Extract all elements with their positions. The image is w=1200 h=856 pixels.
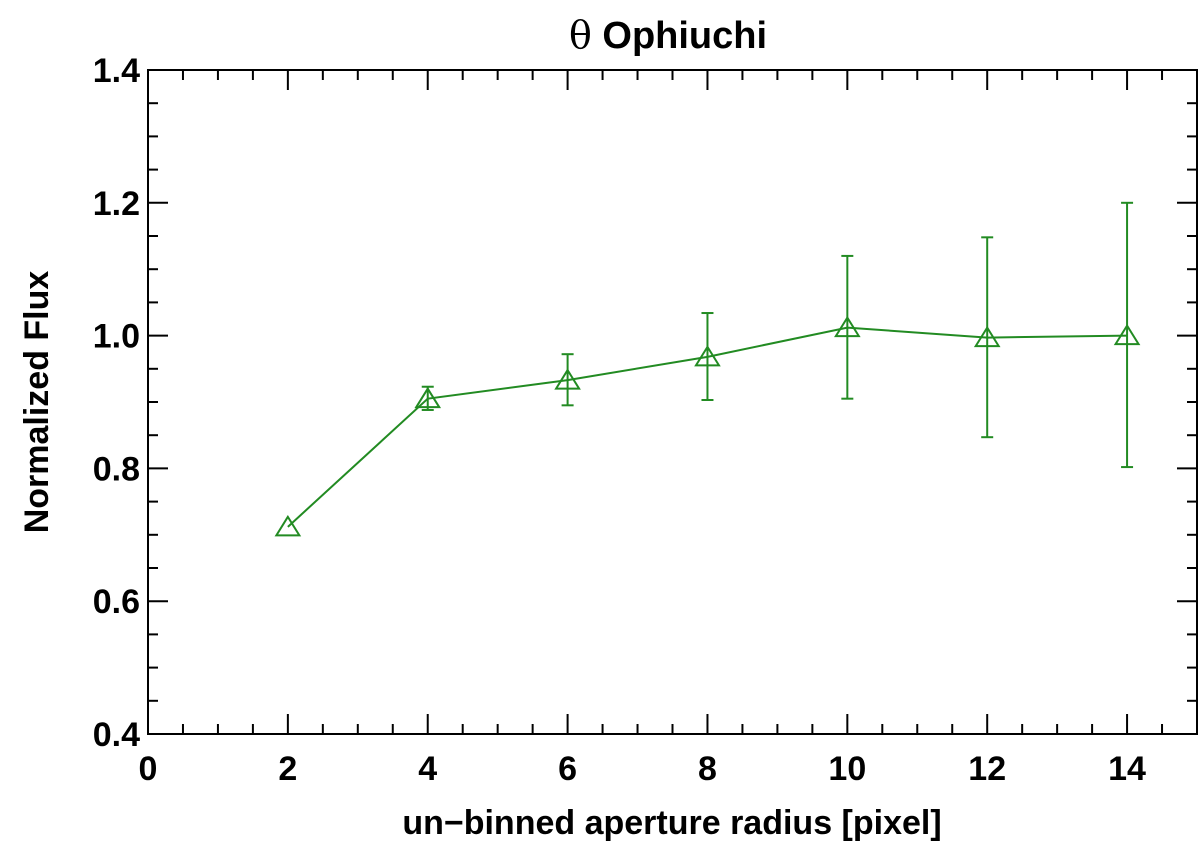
- chart-title: θ Ophiuchi: [569, 13, 767, 57]
- x-tick-label: 10: [828, 750, 866, 788]
- y-tick-label: 1.2: [93, 185, 140, 223]
- plot-frame: [147, 69, 1198, 735]
- chart-title-text: Ophiuchi: [602, 15, 767, 57]
- y-axis-label: Normalized Flux: [18, 271, 56, 534]
- x-tick-label: 12: [968, 750, 1006, 788]
- data-point-triangle: [1113, 323, 1141, 346]
- data-point-triangle: [973, 325, 1001, 348]
- y-tick-label: 0.4: [93, 716, 140, 754]
- x-tick-label: 6: [558, 750, 577, 788]
- data-point-triangle: [694, 344, 721, 367]
- x-axis-label: un−binned aperture radius [pixel]: [402, 804, 941, 842]
- x-tick-label: 4: [418, 750, 437, 788]
- data-point-triangle: [274, 514, 302, 537]
- y-tick-label: 0.6: [93, 583, 140, 621]
- x-tick-label: 2: [278, 750, 297, 788]
- data-point-triangle: [554, 368, 581, 390]
- chart-title-symbol: θ: [569, 13, 592, 57]
- data-point-triangle: [834, 315, 861, 338]
- data-series-layer: [274, 201, 1141, 537]
- axis-ticks: [147, 69, 1198, 735]
- x-tick-label: 8: [698, 750, 717, 788]
- x-tick-label: 14: [1108, 750, 1146, 788]
- data-point-triangle: [414, 386, 442, 409]
- y-tick-label: 0.8: [93, 450, 140, 488]
- x-tick-label: 0: [139, 750, 158, 788]
- axis-tick-labels: 0 2 4 6 8 10 12 14 0.4 0.6 0.8 1.0 1.2 1.4: [93, 52, 1146, 788]
- y-tick-label: 1.0: [93, 318, 140, 356]
- y-tick-label: 1.4: [93, 52, 140, 90]
